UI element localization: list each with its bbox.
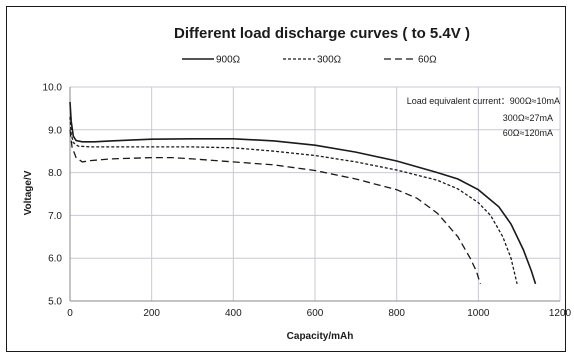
y-tick-label: 8.0	[48, 168, 62, 179]
series-line-1	[69, 116, 518, 285]
x-tick-label: 1000	[467, 308, 490, 319]
x-tick-label: 0	[67, 308, 73, 319]
series-lines	[69, 101, 537, 285]
x-axis-label: Capacity/mAh	[287, 331, 354, 342]
y-tick-label: 5.0	[48, 297, 62, 308]
legend-label-0: 900Ω	[216, 55, 241, 66]
annotation-60-ohm: 60Ω≈120mA	[503, 128, 553, 138]
series-line-0	[69, 101, 537, 285]
x-tick-label: 400	[225, 308, 242, 319]
chart-frame	[6, 6, 566, 352]
y-axis-label: Voltage/V	[23, 170, 34, 215]
annotation-load-current: Load equivalent current：900Ω≈10mA	[407, 96, 560, 106]
y-tick-label: 7.0	[48, 211, 62, 222]
y-tick-label: 9.0	[48, 125, 62, 136]
series-line-2	[69, 129, 482, 285]
legend: 900Ω 300Ω 60Ω	[182, 55, 437, 66]
x-tick-label: 600	[307, 308, 324, 319]
x-tick-label: 1200	[549, 308, 572, 319]
x-tick-label: 200	[143, 308, 160, 319]
annotation-300-ohm: 300Ω≈27mA	[503, 113, 553, 123]
x-tick-label: 800	[388, 308, 405, 319]
y-tick-label: 10.0	[43, 83, 63, 94]
chart-title: Different load discharge curves ( to 5.4…	[174, 25, 470, 42]
tick-labels: 0 200 400 600 800 1000 1200 5.0 6.0 7.0 8.0 9.0 10.0	[43, 83, 572, 320]
legend-label-2: 60Ω	[418, 55, 437, 66]
y-tick-label: 6.0	[48, 254, 62, 265]
legend-label-1: 300Ω	[317, 55, 342, 66]
grid	[70, 86, 561, 301]
annotations: Load equivalent current：900Ω≈10mA 300Ω≈2…	[407, 96, 560, 138]
